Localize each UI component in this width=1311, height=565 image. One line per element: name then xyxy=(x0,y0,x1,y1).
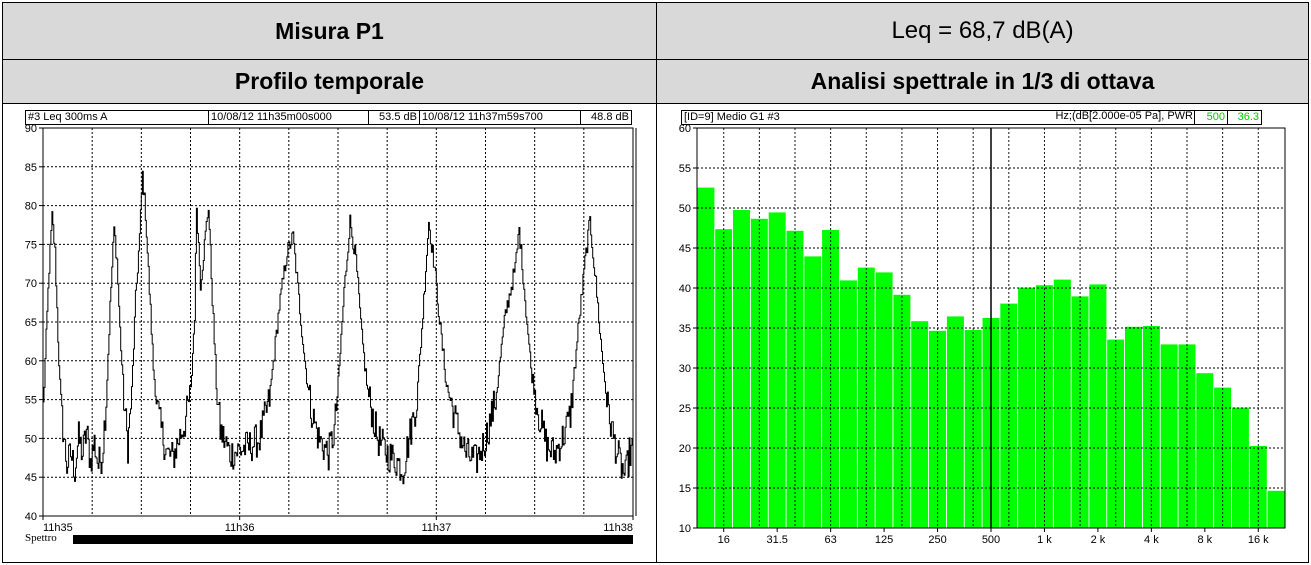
spec-y-tick-label: 20 xyxy=(679,443,691,455)
spec-bar xyxy=(732,209,751,529)
time-x-tick-label: 11h38 xyxy=(603,522,633,534)
spec-bar xyxy=(946,315,965,529)
right-section-cell: Analisi spettrale in 1/3 di ottava xyxy=(656,59,1309,104)
leq-value: Leq = 68,7 dB(A) xyxy=(891,17,1074,44)
spec-y-tick-label: 50 xyxy=(679,203,691,215)
spec-bar xyxy=(1124,325,1143,529)
spettro-label: Spettro xyxy=(25,532,73,546)
status-end-value: 48.8 dB xyxy=(580,110,632,125)
spec-bar xyxy=(803,255,823,529)
time-x-tick-label: 11h35 xyxy=(43,522,73,534)
spettro-scrollbar[interactable] xyxy=(73,535,633,544)
spectrum-cursor-value: 36.3 xyxy=(1227,110,1262,125)
status-channel: #3 Leq 300ms A xyxy=(25,110,209,125)
measure-title: Misura P1 xyxy=(275,17,384,44)
spectrum-units: Hz;(dB[2.000e-05 Pa], PWR xyxy=(1055,110,1193,122)
spec-y-tick-label: 30 xyxy=(679,363,691,375)
time-y-tick-label: 60 xyxy=(25,356,37,368)
spectrum-cursor-freq: 500 xyxy=(1194,110,1228,125)
spec-x-tick-label: 1 k xyxy=(1037,534,1052,546)
spectrum-panel: [ID=9] Medio G1 #3 Hz;(dB[2.000e-05 Pa],… xyxy=(656,103,1309,563)
time-x-tick-label: 11h36 xyxy=(225,522,255,534)
spec-bar xyxy=(874,271,894,529)
time-x-tick-label: 11h37 xyxy=(421,522,451,534)
spec-x-tick-label: 2 k xyxy=(1091,534,1106,546)
status-end-time: 10/08/12 11h37m59s700 xyxy=(419,110,581,125)
time-y-tick-label: 85 xyxy=(25,162,37,174)
time-y-tick-label: 65 xyxy=(25,317,37,329)
spec-bar xyxy=(910,320,930,529)
spec-bar xyxy=(1266,489,1286,529)
spec-x-tick-label: 63 xyxy=(825,534,837,546)
time-profile-chart: 40 45 50 55 60 65 70 75 80 85 90 11h35 11h36 11h37 11h… xyxy=(25,125,637,534)
spec-bar xyxy=(1159,343,1179,529)
spec-bar xyxy=(1052,278,1072,529)
spec-y-tick-label: 10 xyxy=(679,523,691,535)
time-profile-panel: #3 Leq 300ms A 10/08/12 11h35m00s000 53.… xyxy=(2,103,657,563)
spec-y-tick-label: 25 xyxy=(679,403,691,415)
spec-y-tick-label: 40 xyxy=(679,283,691,295)
spec-x-tick-label: 16 k xyxy=(1248,534,1269,546)
time-y-tick-label: 55 xyxy=(25,395,37,407)
measure-title-cell: Misura P1 xyxy=(2,2,657,60)
spec-y-tick-label: 15 xyxy=(679,483,691,495)
spec-x-tick-label: 16 xyxy=(718,534,730,546)
spec-plot-frame xyxy=(696,127,1286,529)
time-series-line xyxy=(43,170,634,485)
spec-x-tick-label: 500 xyxy=(982,534,1000,546)
spec-bar xyxy=(1195,372,1215,529)
status-start-time: 10/08/12 11h35m00s000 xyxy=(208,110,369,125)
time-y-tick-label: 40 xyxy=(25,511,37,523)
right-section-title: Analisi spettrale in 1/3 di ottava xyxy=(810,68,1155,94)
time-y-tick-label: 90 xyxy=(25,125,37,135)
spectrum-chart: 10 15 20 25 30 35 40 45 50 55 60 16 31.5 63 125 250 500 1… xyxy=(679,125,1286,546)
spec-bar xyxy=(1088,283,1108,529)
spec-bar xyxy=(1231,406,1250,529)
spec-bar xyxy=(839,279,858,529)
status-start-value: 53.5 dB xyxy=(368,110,420,125)
time-y-tick-label: 70 xyxy=(25,278,37,290)
spec-bar xyxy=(767,211,787,529)
time-y-tick-label: 75 xyxy=(25,239,37,251)
spec-x-tick-label: 8 k xyxy=(1197,534,1212,546)
spec-bar xyxy=(821,229,840,529)
time-y-tick-label: 50 xyxy=(25,433,37,445)
spec-bar xyxy=(785,230,805,529)
spec-x-tick-label: 125 xyxy=(875,534,893,546)
spec-bar xyxy=(696,186,716,529)
time-y-tick-label: 45 xyxy=(25,472,37,484)
left-section-title: Profilo temporale xyxy=(234,68,425,94)
spec-x-tick-label: 250 xyxy=(928,534,946,546)
leq-cell: Leq = 68,7 dB(A) xyxy=(656,2,1309,60)
time-y-tick-label: 80 xyxy=(25,201,37,213)
spec-x-tick-label: 31.5 xyxy=(766,534,787,546)
spec-y-tick-label: 45 xyxy=(679,243,691,255)
spec-y-tick-label: 55 xyxy=(679,163,691,175)
spec-x-tick-label: 4 k xyxy=(1144,534,1159,546)
spec-y-tick-label: 35 xyxy=(679,323,691,335)
left-section-cell: Profilo temporale xyxy=(2,59,657,104)
time-plot-frame xyxy=(42,127,634,517)
spec-y-tick-label: 60 xyxy=(679,125,691,135)
spectrum-status-id: [ID=9] Medio G1 #3 xyxy=(681,110,1195,125)
